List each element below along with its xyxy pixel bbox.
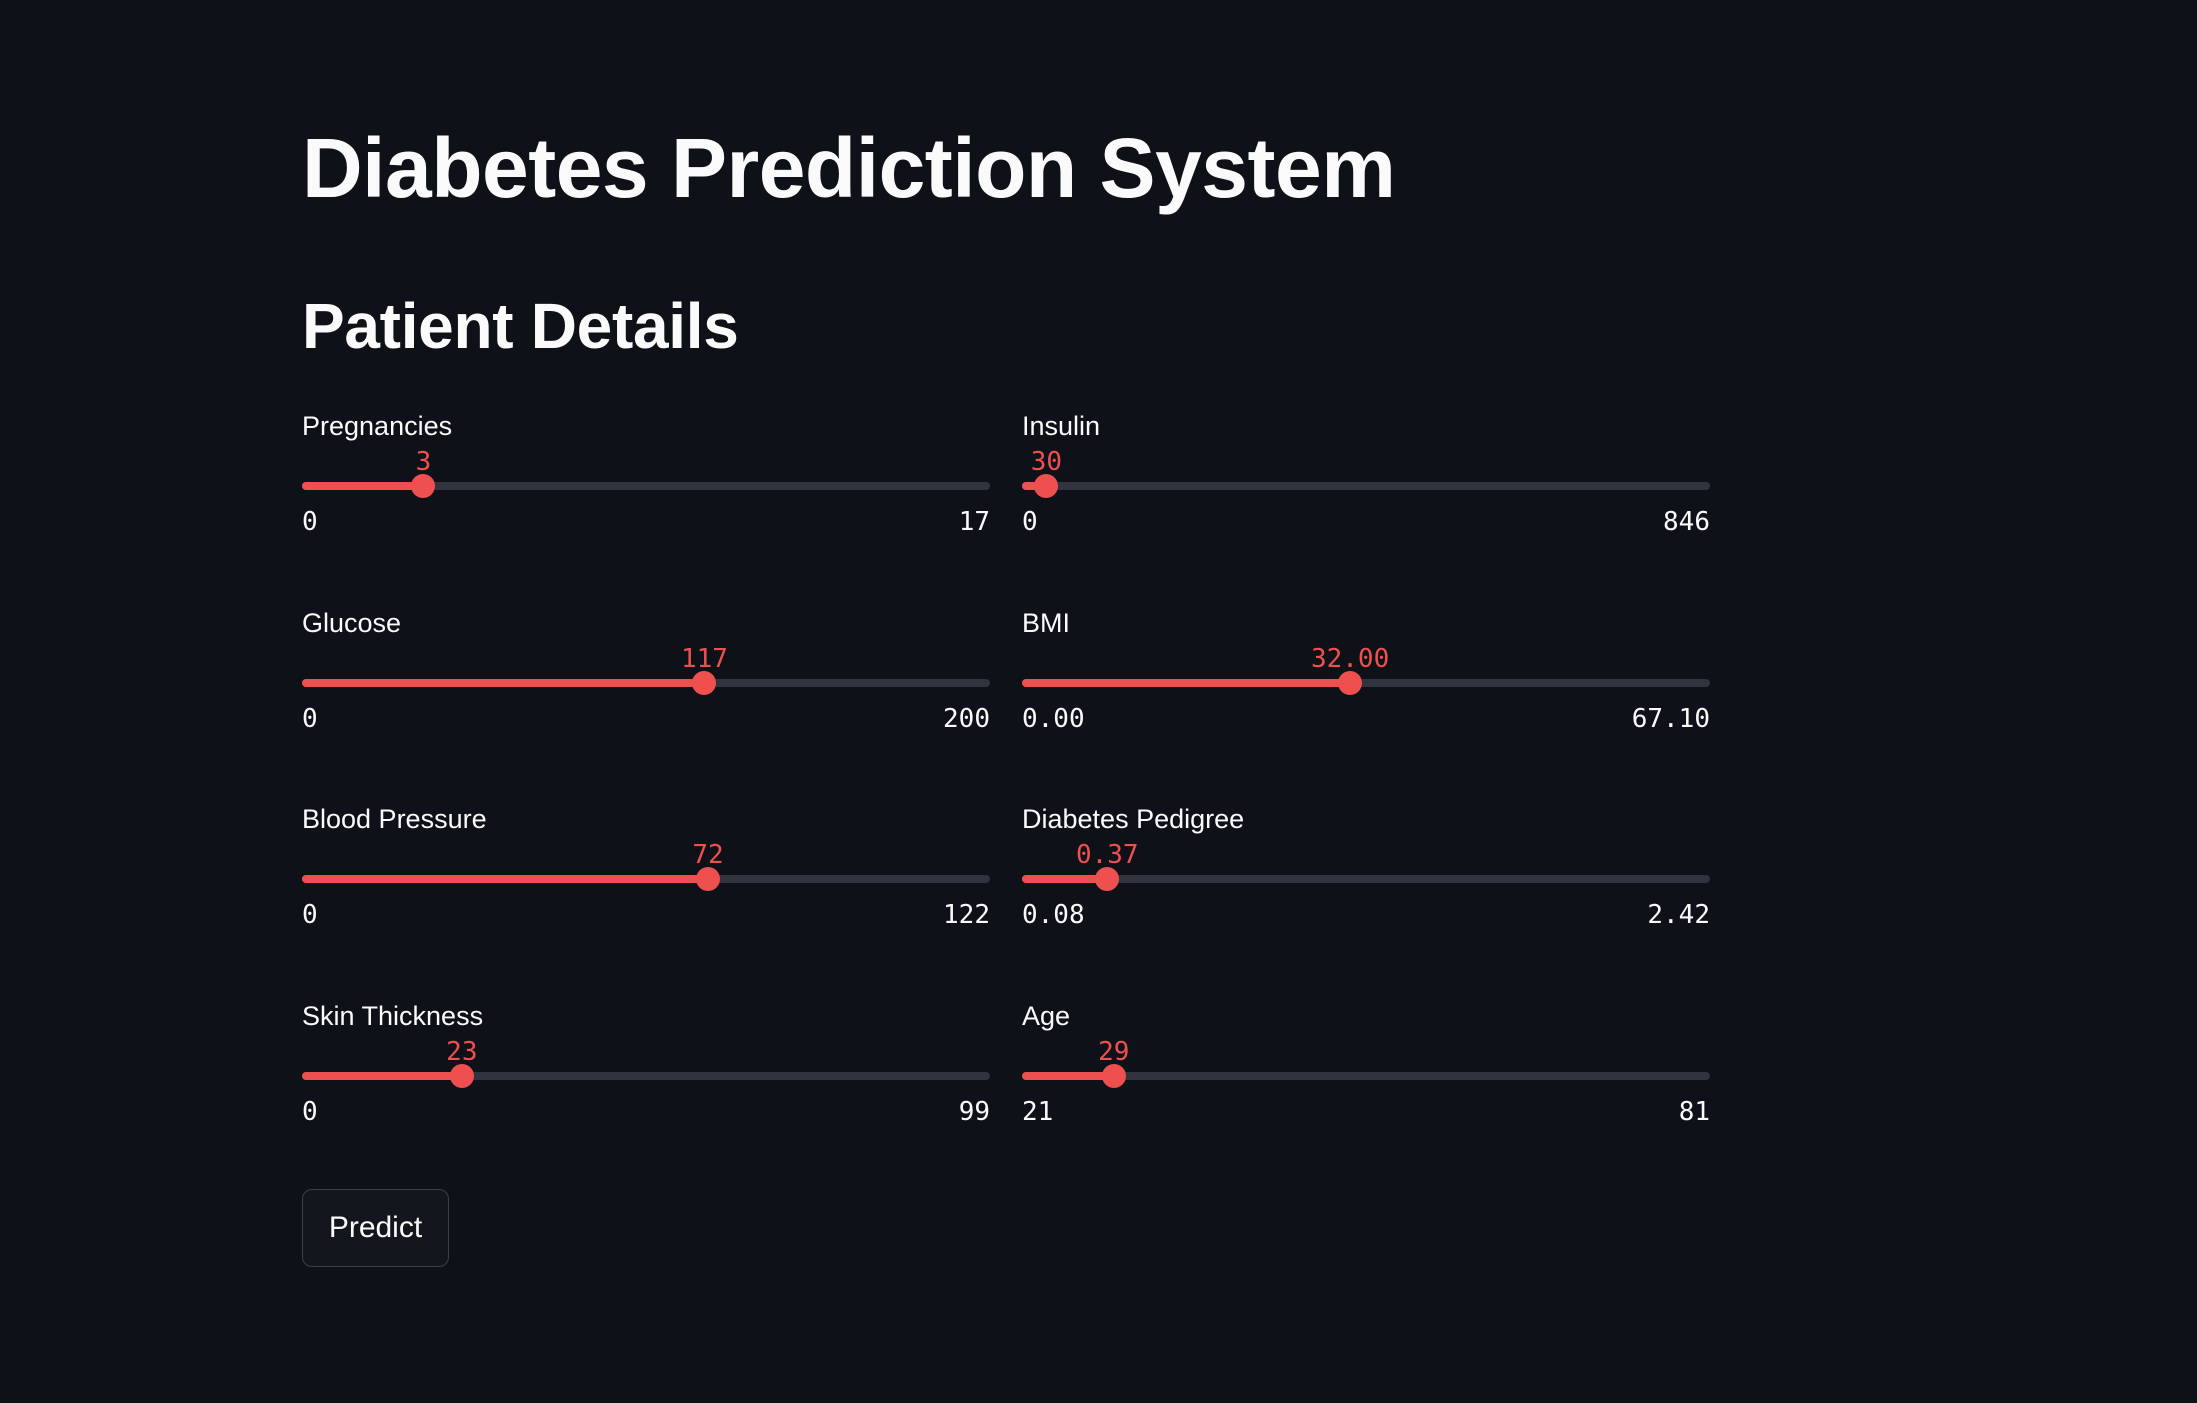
- slider-fill: [302, 1072, 462, 1080]
- page-title: Diabetes Prediction System: [302, 121, 1396, 215]
- slider-track[interactable]: [1022, 679, 1710, 687]
- slider-max-value: 67.10: [1631, 704, 1710, 734]
- slider-track[interactable]: [302, 679, 990, 687]
- slider-track[interactable]: [1022, 1072, 1710, 1080]
- slider-thumb[interactable]: [1338, 671, 1363, 695]
- slider-label: Pregnancies: [302, 411, 453, 441]
- slider-glucose[interactable]: Glucose 117 0 200: [302, 603, 990, 763]
- slider-current-value: 72: [692, 840, 724, 870]
- slider-current-value: 23: [446, 1037, 478, 1067]
- slider-track[interactable]: [302, 1072, 990, 1080]
- slider-min-value: 0: [302, 1097, 318, 1127]
- slider-current-value: 30: [1030, 447, 1063, 477]
- slider-skin-thickness[interactable]: Skin Thickness 23 0 99: [302, 996, 990, 1156]
- slider-label: Diabetes Pedigree: [1022, 804, 1245, 834]
- slider-fill: [1022, 679, 1351, 687]
- slider-max-value: 2.42: [1647, 900, 1710, 930]
- slider-track[interactable]: [302, 875, 990, 883]
- slider-max-value: 99: [958, 1097, 990, 1127]
- slider-max-value: 846: [1663, 507, 1710, 537]
- slider-fill: [302, 875, 709, 883]
- slider-track[interactable]: [1022, 875, 1710, 883]
- slider-min-value: 21: [1022, 1097, 1054, 1127]
- slider-thumb[interactable]: [1034, 474, 1059, 498]
- slider-track[interactable]: [1022, 482, 1710, 490]
- slider-fill: [1022, 482, 1047, 490]
- slider-track[interactable]: [302, 482, 990, 490]
- slider-thumb[interactable]: [696, 867, 721, 891]
- slider-label: BMI: [1022, 608, 1071, 638]
- slider-fill: [1022, 1072, 1114, 1080]
- slider-diabetes-pedigree[interactable]: Diabetes Pedigree 0.37 0.08 2.42: [1022, 799, 1710, 959]
- slider-label: Age: [1022, 1001, 1071, 1031]
- slider-label: Glucose: [302, 608, 402, 638]
- slider-thumb[interactable]: [449, 1064, 474, 1088]
- slider-blood-pressure[interactable]: Blood Pressure 72 0 122: [302, 799, 990, 959]
- slider-fill: [302, 482, 424, 490]
- slider-bmi[interactable]: BMI 32.00 0.00 67.10: [1022, 603, 1710, 763]
- slider-label: Insulin: [1022, 411, 1101, 441]
- slider-thumb[interactable]: [1095, 867, 1120, 891]
- slider-current-value: 0.37: [1075, 840, 1139, 870]
- slider-max-value: 122: [943, 900, 990, 930]
- slider-min-value: 0.00: [1022, 704, 1085, 734]
- predict-button[interactable]: Predict: [302, 1189, 449, 1267]
- slider-max-value: 17: [958, 507, 990, 537]
- slider-min-value: 0: [302, 507, 318, 537]
- slider-insulin[interactable]: Insulin 30 0 846: [1022, 406, 1710, 566]
- slider-current-value: 29: [1098, 1037, 1130, 1067]
- slider-current-value: 3: [415, 447, 432, 477]
- slider-min-value: 0: [1022, 507, 1038, 537]
- slider-max-value: 200: [943, 704, 990, 734]
- slider-current-value: 32.00: [1310, 644, 1390, 674]
- slider-age[interactable]: Age 29 21 81: [1022, 996, 1710, 1156]
- slider-min-value: 0: [302, 704, 318, 734]
- slider-thumb[interactable]: [411, 474, 436, 498]
- slider-current-value: 117: [680, 644, 728, 674]
- slider-min-value: 0.08: [1022, 900, 1085, 930]
- slider-fill: [302, 679, 705, 687]
- slider-pregnancies[interactable]: Pregnancies 3 0 17: [302, 406, 990, 566]
- slider-min-value: 0: [302, 900, 318, 930]
- slider-thumb[interactable]: [692, 671, 717, 695]
- section-heading-patient-details: Patient Details: [302, 290, 739, 362]
- slider-label: Blood Pressure: [302, 804, 487, 834]
- slider-label: Skin Thickness: [302, 1001, 484, 1031]
- slider-thumb[interactable]: [1101, 1064, 1126, 1088]
- slider-max-value: 81: [1678, 1097, 1710, 1127]
- slider-fill: [1022, 875, 1108, 883]
